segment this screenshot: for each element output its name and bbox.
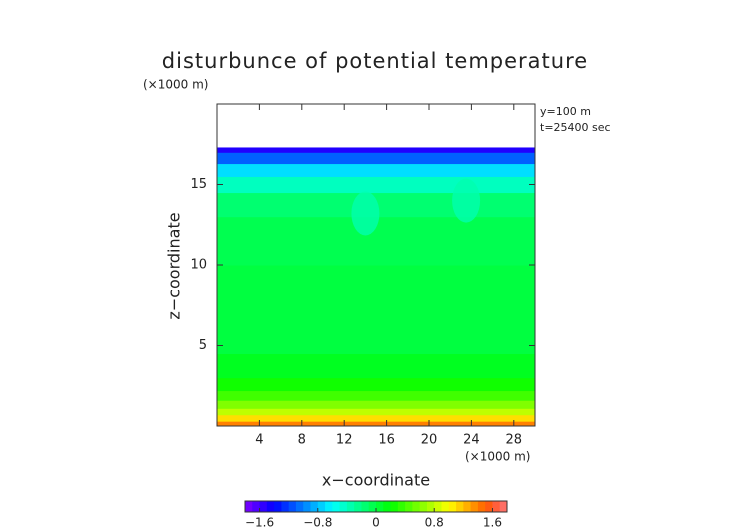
contour-band <box>217 400 535 409</box>
chart-title: disturbunce of potential temperature <box>162 49 588 73</box>
colorbar-cell <box>397 501 406 512</box>
colorbar-cell <box>281 501 290 512</box>
colorbar-cell <box>492 501 501 512</box>
colorbar-cell <box>448 501 457 512</box>
x-tick-label: 4 <box>255 433 263 448</box>
colorbar-cell <box>456 501 464 512</box>
contour-band <box>217 353 535 379</box>
contour-band <box>217 147 535 153</box>
x-tick-label: 8 <box>298 433 306 448</box>
y-unit: (×1000 m) <box>143 78 208 92</box>
contour-band <box>217 408 535 416</box>
colorbar-cell <box>434 501 442 512</box>
colorbar-cell <box>412 501 421 512</box>
colorbar-cell <box>361 501 370 512</box>
colorbar-cell <box>470 501 479 512</box>
colorbar-cell <box>310 501 319 512</box>
x-tick-label: 12 <box>336 433 353 448</box>
colorbar-cell <box>339 501 348 512</box>
contour-band <box>217 163 535 177</box>
y-axis-label: z−coordinate <box>165 212 184 319</box>
colorbar-cell <box>295 501 304 512</box>
colorbar-cell <box>463 501 472 512</box>
colorbar-cell <box>332 501 341 512</box>
colorbar-cell <box>499 501 508 512</box>
colorbar-cell <box>419 501 428 512</box>
annotation: t=25400 sec <box>540 121 611 134</box>
y-tick-label: 5 <box>199 338 207 353</box>
colorbar-cell <box>274 501 282 512</box>
colorbar-tick-label: 1.6 <box>483 516 502 530</box>
colorbar-cell <box>303 501 311 512</box>
annotation: y=100 m <box>540 105 591 118</box>
colorbar-tick-label: 0.8 <box>425 516 444 530</box>
colorbar-cell <box>252 501 261 512</box>
colorbar-cell <box>383 501 392 512</box>
colorbar-cell <box>259 501 268 512</box>
contour-band <box>217 414 535 422</box>
colorbar-cell <box>346 501 355 512</box>
colorbar-cell <box>485 501 493 512</box>
contour-dip <box>452 178 481 223</box>
y-tick-label: 10 <box>190 258 207 273</box>
colorbar-cell <box>441 501 450 512</box>
colorbar-cell <box>325 501 333 512</box>
contour-band <box>217 421 535 426</box>
contour-dip <box>351 191 380 236</box>
colorbar-cell <box>317 501 326 512</box>
colorbar-tick-label: −1.6 <box>245 516 274 530</box>
colorbar-cell <box>368 501 377 512</box>
colorbar-tick-label: 0 <box>372 516 380 530</box>
x-unit: (×1000 m) <box>465 450 530 464</box>
x-tick-label: 20 <box>421 433 438 448</box>
contour-band <box>217 152 535 165</box>
colorbar-tick-label: −0.8 <box>303 516 332 530</box>
contour-band <box>217 390 535 401</box>
x-axis-label: x−coordinate <box>322 471 430 490</box>
contour-band <box>217 265 535 355</box>
colorbar-cell <box>288 501 297 512</box>
x-tick-label: 24 <box>463 433 480 448</box>
contour-band <box>217 377 535 392</box>
colorbar-cell <box>405 501 413 512</box>
colorbar-cell <box>477 501 486 512</box>
colorbar-cell <box>390 501 399 512</box>
contour-band <box>217 176 535 194</box>
x-tick-label: 16 <box>378 433 395 448</box>
colorbar-cell <box>245 501 253 512</box>
colorbar-cell <box>426 501 435 512</box>
colorbar-cell <box>376 501 384 512</box>
x-tick-label: 28 <box>506 433 523 448</box>
colorbar-cell <box>354 501 362 512</box>
y-tick-label: 15 <box>190 177 207 192</box>
colorbar-cell <box>266 501 275 512</box>
plot-area <box>217 147 535 426</box>
